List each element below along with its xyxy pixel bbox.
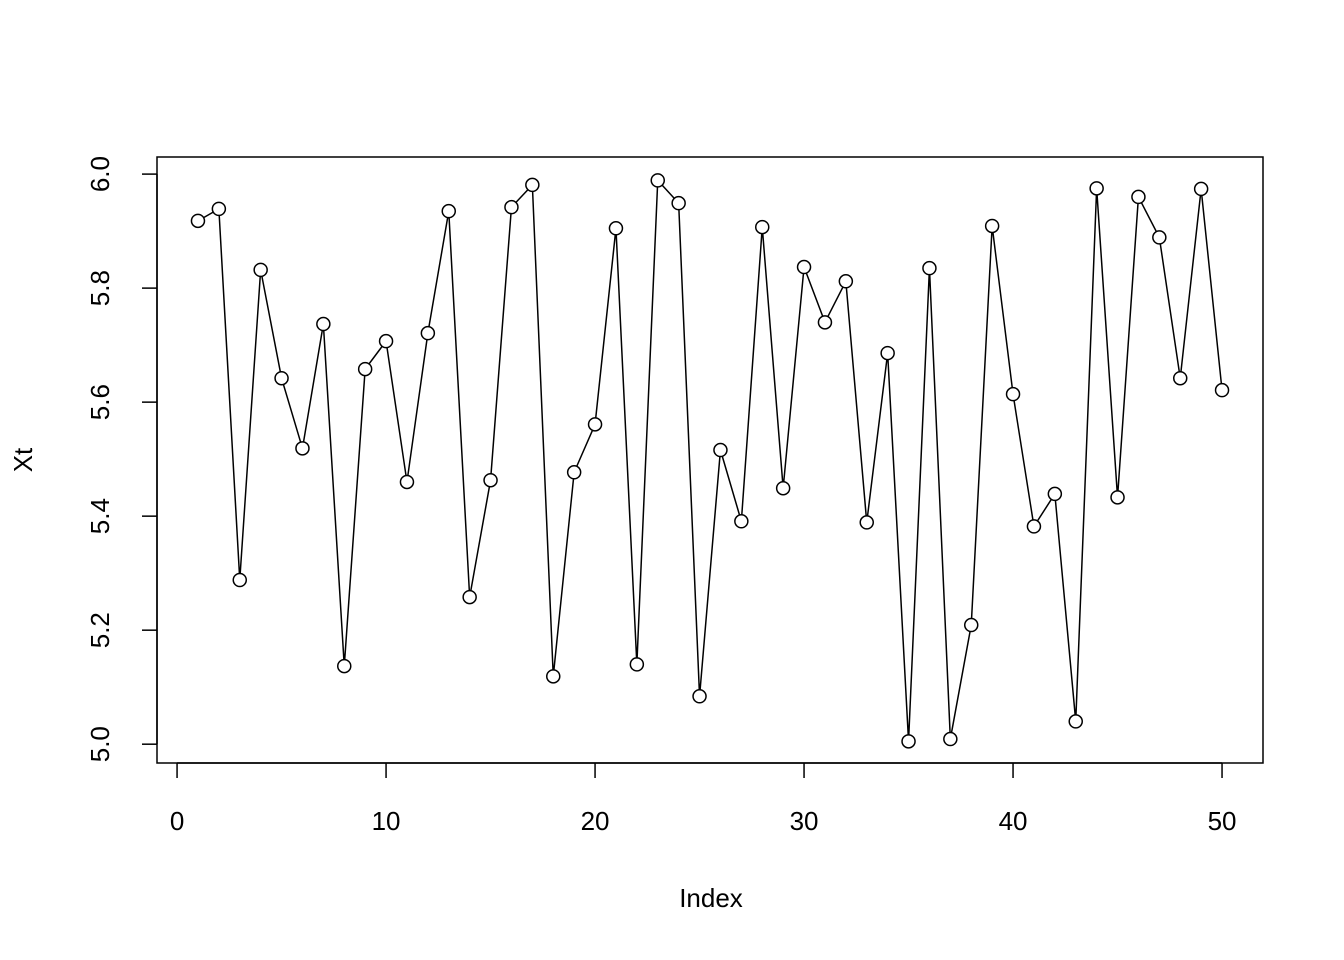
data-point [650,173,666,188]
y-tick-label: 5.6 [85,384,115,420]
data-point [859,515,874,530]
data-point [629,657,645,672]
data-point [922,260,937,276]
data-point [1047,486,1063,502]
data-point [1193,181,1209,197]
data-point [796,259,812,275]
data-point [316,316,331,332]
data-point [525,177,540,193]
data-point [253,262,268,278]
data-point [1110,490,1125,505]
data-point [587,417,603,432]
data-point [692,689,707,704]
data-line [197,178,1223,742]
data-point [963,617,979,633]
data-point [190,213,206,229]
data-point [566,465,582,480]
data-point [295,441,310,456]
y-tick-label: 5.4 [85,498,115,534]
data-point [441,203,457,219]
data-point [1089,181,1104,196]
data-point [420,325,436,341]
data-point [357,361,373,377]
x-tick-label: 10 [372,806,401,836]
data-point [1214,382,1230,398]
data-point [1131,189,1146,205]
data-point [337,658,352,674]
data-point [713,442,728,458]
data-point [1172,370,1188,386]
data-point [608,221,624,236]
y-tick-label: 5.2 [85,612,115,648]
data-point [504,199,519,215]
data-point [775,480,791,496]
data-point [754,219,770,235]
data-point [943,731,958,747]
data-point [546,669,561,684]
data-point [232,572,248,588]
plot-box [156,156,1264,764]
data-point [671,195,686,211]
data-point [984,218,1000,234]
y-tick-label: 5.0 [85,726,115,762]
y-tick-label: 5.8 [85,270,115,306]
x-tick-label: 40 [999,806,1028,836]
x-axis-label: Index [679,883,743,913]
data-point [1068,714,1083,729]
y-tick-label: 6.0 [85,156,115,192]
x-tick-label: 20 [581,806,610,836]
data-point [838,274,854,289]
data-point [1026,519,1042,534]
x-tick-label: 50 [1208,806,1237,836]
data-point [734,514,749,529]
data-point [483,472,498,488]
data-point [274,370,289,386]
data-point [399,474,415,490]
x-tick-label: 30 [790,806,819,836]
data-point [817,315,833,330]
data-point [211,201,227,217]
data-point [880,345,895,361]
data-point [462,589,477,605]
y-axis-label: Xt [8,447,38,472]
data-point [378,333,394,349]
data-point [1152,230,1167,245]
data-point [1005,386,1021,402]
data-point [901,734,916,749]
x-tick-label: 0 [170,806,184,836]
